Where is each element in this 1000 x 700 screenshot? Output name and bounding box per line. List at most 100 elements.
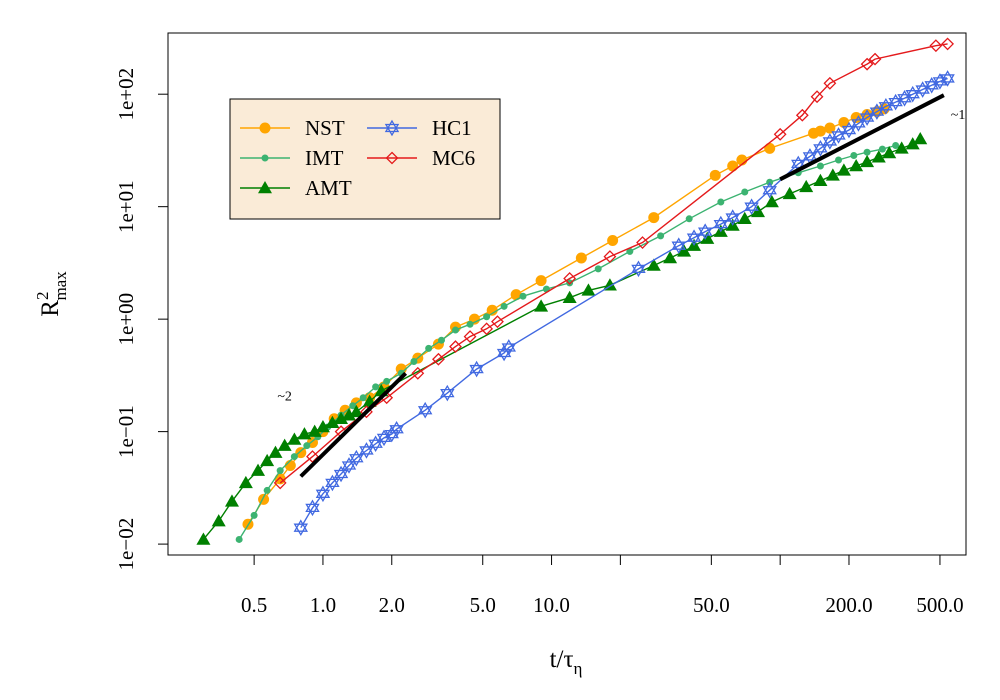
imt-point <box>626 247 634 255</box>
amt-point <box>882 146 897 159</box>
hc1-point <box>831 127 846 144</box>
hc1-point <box>859 109 875 126</box>
amt-point <box>349 404 364 418</box>
mc6-point <box>463 330 477 343</box>
amt-point <box>764 195 779 208</box>
hc1-point <box>713 215 729 233</box>
mc6-point <box>306 450 319 463</box>
x-tick-label: 2.0 <box>379 593 405 617</box>
nst-point <box>727 160 739 172</box>
nst-point <box>648 212 660 224</box>
imt-point <box>466 320 474 328</box>
reference-lines <box>299 93 945 478</box>
amt-point <box>894 141 909 154</box>
hc1-point <box>686 229 702 246</box>
x-tick-label: 10.0 <box>533 593 570 617</box>
nst-point <box>295 447 307 459</box>
amt-point <box>871 150 886 163</box>
imt-point <box>816 162 824 170</box>
amt-point <box>836 163 851 176</box>
hc1-point <box>725 209 740 226</box>
hc1-point <box>341 457 357 474</box>
amt-point <box>905 137 920 150</box>
legend-label: NST <box>305 116 345 140</box>
mc6-point <box>773 127 787 141</box>
amt-point <box>196 532 211 545</box>
imt-point <box>566 279 574 287</box>
imt-point <box>850 152 858 160</box>
mc6-point <box>823 76 837 90</box>
amt-point <box>334 411 349 425</box>
nst-point <box>510 289 522 301</box>
legend: NST IMT AMT HC1 MC6 <box>229 98 501 220</box>
amt-point <box>224 494 239 507</box>
y-tick-label: 1e−01 <box>114 405 138 458</box>
x-tick-label: 0.5 <box>241 593 267 617</box>
legend-marker <box>261 154 269 162</box>
amt-point <box>297 427 312 440</box>
imt-point <box>483 313 491 321</box>
x-tick-label: 5.0 <box>470 593 496 617</box>
legend-entry-mc6: MC6 <box>367 146 475 170</box>
hc1-point <box>631 260 646 278</box>
hc1-point <box>697 223 713 240</box>
amt-point <box>277 438 292 451</box>
hc1-point <box>359 442 374 459</box>
mc6-point <box>929 39 943 53</box>
imt-point <box>276 467 284 475</box>
imt-point <box>594 265 602 273</box>
hc1-point <box>305 499 320 517</box>
mc6-point <box>810 90 824 104</box>
mc6-point <box>941 37 955 51</box>
amt-point <box>251 463 266 476</box>
amt-point <box>677 244 692 257</box>
x-axis: 0.5 1.0 2.0 5.0 10.0 50.0 200.0 500.0 <box>241 554 964 617</box>
y-tick-label: 1e+00 <box>114 293 138 346</box>
imt-point <box>410 358 418 366</box>
nst-point <box>814 125 826 137</box>
legend-marker <box>384 119 400 137</box>
hc1-point <box>813 140 828 157</box>
amt-point <box>287 432 302 445</box>
hc1-point <box>878 98 894 115</box>
imt-point <box>263 486 271 494</box>
mc6-point <box>860 57 874 71</box>
y-axis-title: R2max <box>33 271 70 317</box>
hc1-point <box>293 519 309 536</box>
amt-point <box>211 514 226 527</box>
legend-label: AMT <box>305 176 352 200</box>
legend-marker <box>258 181 272 194</box>
imt-point <box>290 453 298 461</box>
nst-point <box>274 473 286 485</box>
amt-point <box>581 283 596 296</box>
amt-point <box>646 258 661 271</box>
x-tick-label: 200.0 <box>825 593 872 617</box>
hc1-point <box>905 85 920 103</box>
imt-point <box>657 232 665 240</box>
legend-entry-imt: IMT <box>240 146 344 170</box>
mc6-point <box>432 352 445 366</box>
nst-point <box>575 252 587 264</box>
nst-point <box>709 169 721 181</box>
nst-point <box>838 117 850 129</box>
amt-point <box>813 173 828 187</box>
amt-point <box>562 290 577 303</box>
imt-point <box>741 188 749 196</box>
slope-annotation: ~1 <box>951 108 966 123</box>
mc6-point <box>868 52 882 66</box>
imt-point <box>437 336 445 344</box>
nst-point <box>535 275 547 287</box>
imt-point <box>383 377 391 385</box>
amt-point <box>238 475 253 489</box>
legend-marker <box>385 151 399 165</box>
hc1-point <box>841 121 857 139</box>
x-tick-label: 50.0 <box>693 593 730 617</box>
imt-point <box>892 141 900 149</box>
amt-point <box>782 186 797 200</box>
amt-point <box>325 415 340 428</box>
hc1-point <box>762 181 777 199</box>
imt-point <box>685 215 693 223</box>
legend-entry-amt: AMT <box>240 176 352 200</box>
hc1-point <box>417 401 433 419</box>
hc1-point <box>315 485 331 503</box>
